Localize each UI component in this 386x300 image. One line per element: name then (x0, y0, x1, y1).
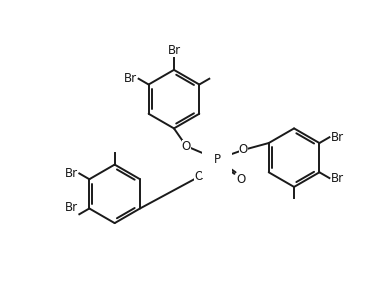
Text: O: O (182, 140, 191, 153)
Text: Br: Br (331, 172, 344, 184)
Text: O: O (239, 143, 248, 157)
Text: P: P (213, 153, 220, 166)
Text: Br: Br (168, 44, 181, 57)
Text: Br: Br (124, 72, 137, 85)
Text: Br: Br (65, 167, 78, 180)
Text: Br: Br (331, 131, 344, 144)
Text: O: O (236, 173, 245, 186)
Text: O: O (194, 170, 203, 183)
Text: Br: Br (65, 201, 78, 214)
